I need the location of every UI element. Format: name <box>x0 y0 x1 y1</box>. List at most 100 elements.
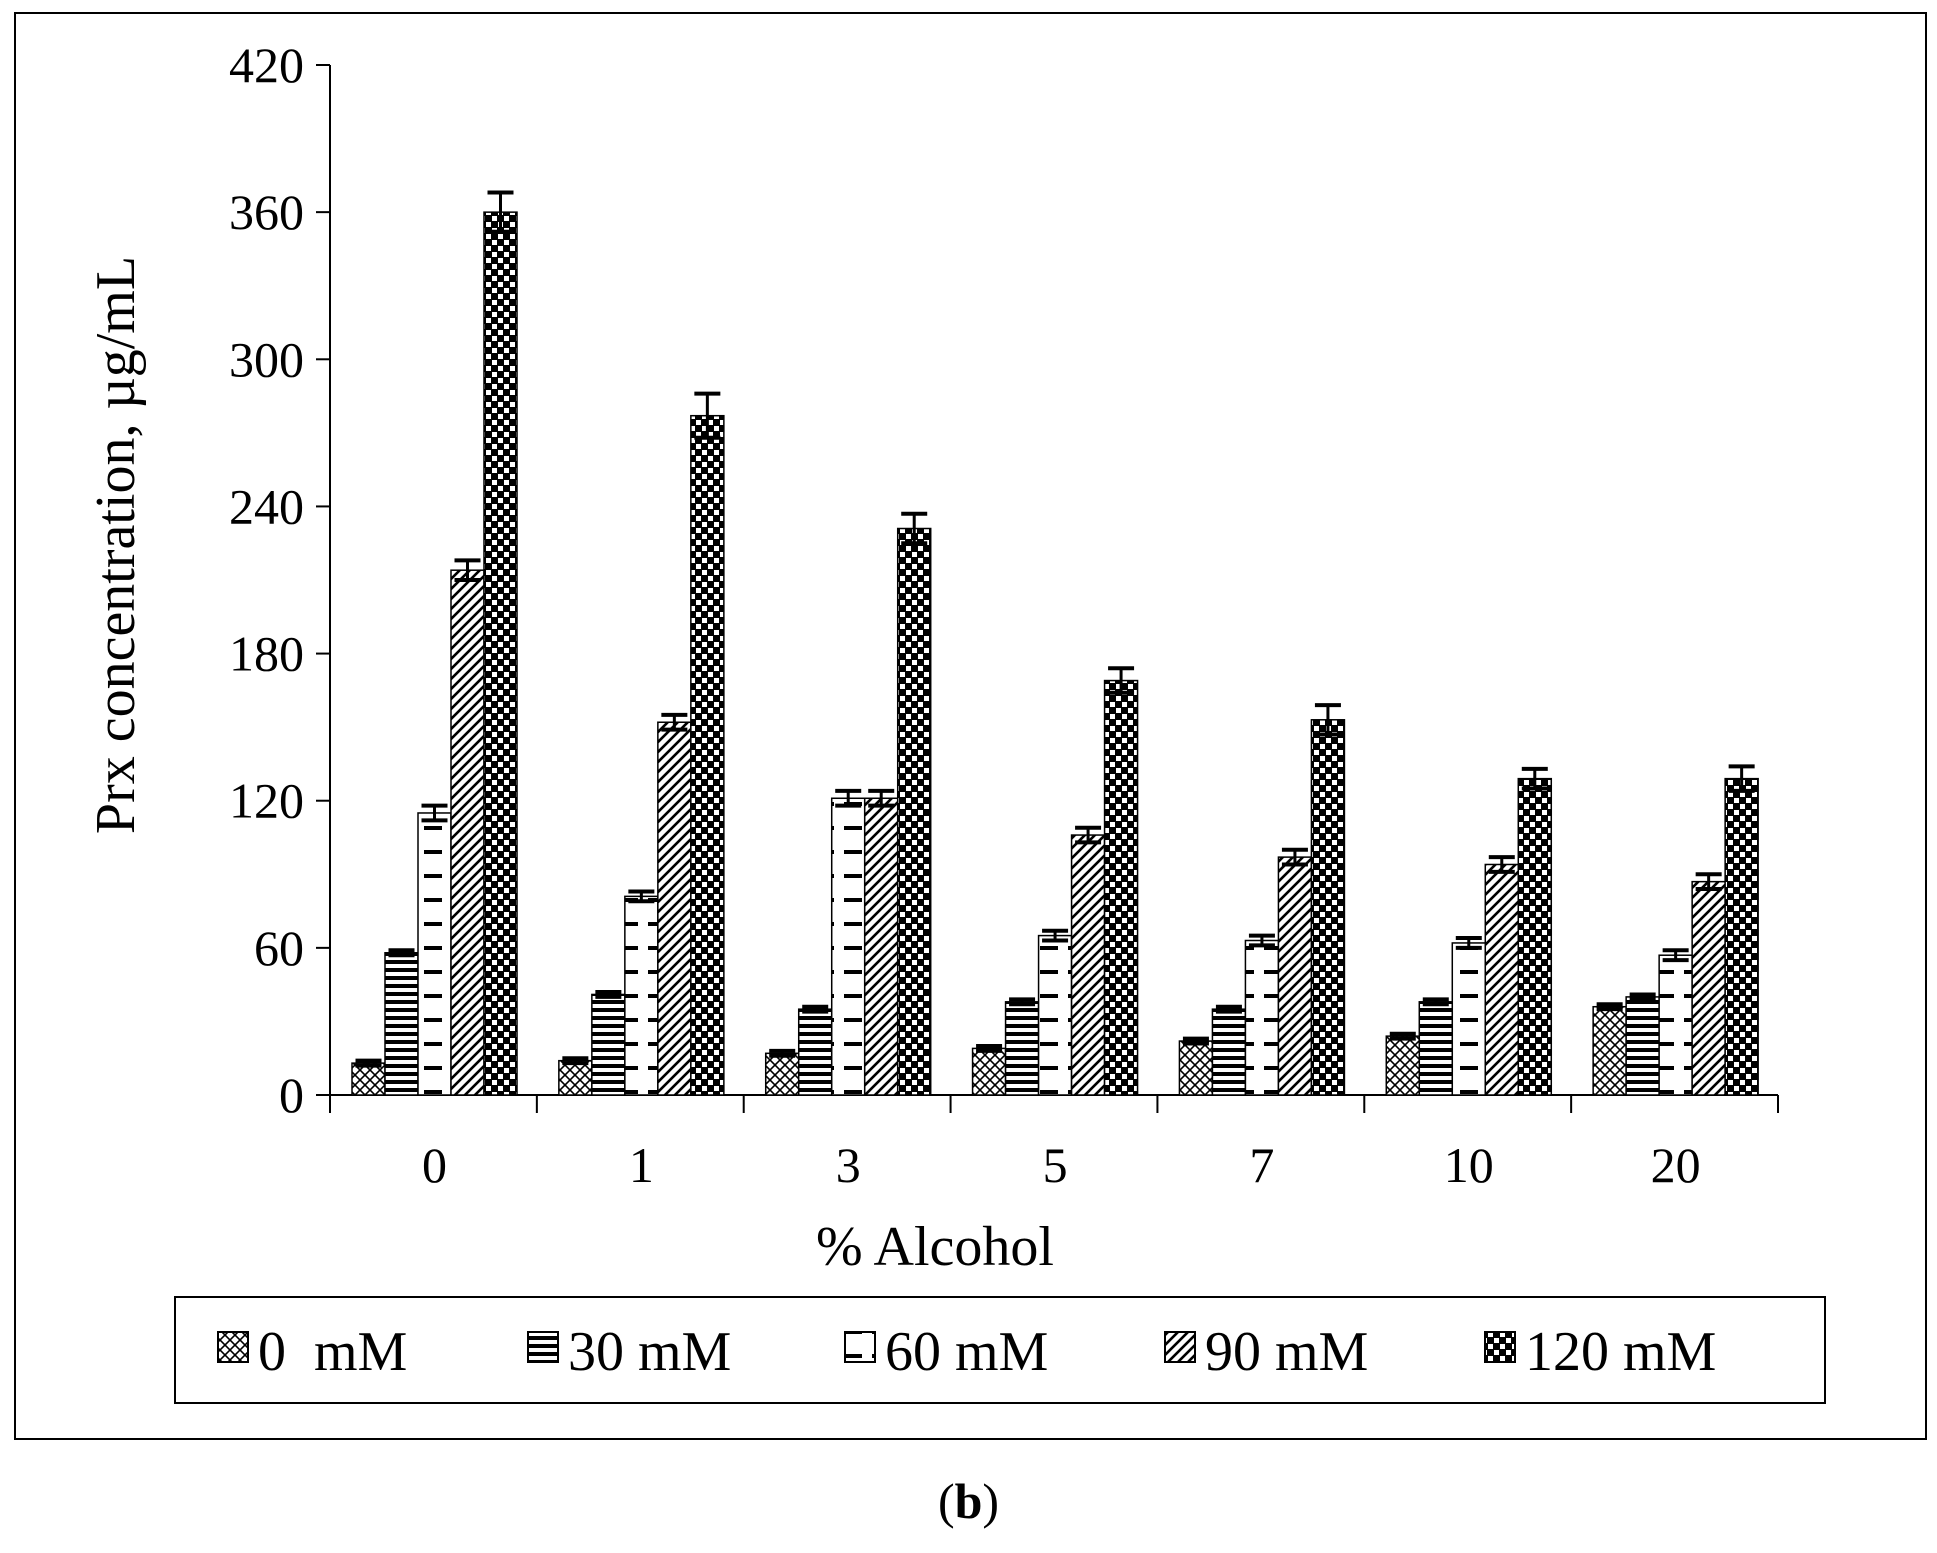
bar <box>764 1052 800 1096</box>
y-tick-labels: 0 60 120 180 240 300 360 420 <box>229 37 304 1123</box>
error-bar <box>1108 666 1135 695</box>
error-bar <box>1281 847 1308 867</box>
bar <box>1625 996 1660 1096</box>
bar <box>1418 1001 1454 1096</box>
y-tick-label: 120 <box>229 773 304 829</box>
bar <box>896 527 932 1096</box>
bar <box>1037 934 1073 1096</box>
error-bar <box>421 803 448 823</box>
x-axis-label: % Alcohol <box>816 1216 1054 1278</box>
legend-label: 0 mM <box>258 1321 407 1383</box>
y-tick-label: 180 <box>229 626 304 682</box>
bar <box>450 569 485 1096</box>
error-bar <box>1314 703 1341 737</box>
x-tick-label: 3 <box>836 1137 861 1193</box>
bar <box>863 797 899 1096</box>
caption-label: b <box>954 1473 983 1529</box>
legend-label: 120 mM <box>1525 1321 1716 1383</box>
error-bar <box>1042 928 1069 943</box>
bar <box>1592 1005 1627 1096</box>
error-bar <box>355 1058 382 1068</box>
legend-item: 120 mM <box>1484 1321 1716 1383</box>
bar <box>1178 1040 1214 1096</box>
error-bar <box>868 788 895 808</box>
error-bar <box>694 391 721 440</box>
bar <box>1070 834 1106 1096</box>
bar <box>591 993 626 1096</box>
legend: 0 mM 30 mM 60 mM 90 mM 120 mM <box>174 1296 1826 1404</box>
error-bar <box>487 190 514 234</box>
error-bar <box>1728 764 1755 793</box>
legend-item: 0 mM <box>217 1321 407 1383</box>
bar <box>690 414 725 1096</box>
x-tick-label: 0 <box>422 1137 447 1193</box>
error-bar <box>1662 948 1689 963</box>
legend-swatch <box>1164 1331 1196 1363</box>
legend-label: 30 mM <box>568 1321 731 1383</box>
error-bar <box>802 1004 829 1014</box>
error-bar <box>1521 766 1548 791</box>
error-bar <box>562 1056 589 1066</box>
error-bar <box>769 1048 796 1058</box>
figure-caption: (b) <box>0 1472 1937 1530</box>
legend-box <box>174 1296 1826 1404</box>
bar <box>971 1047 1007 1096</box>
bar <box>797 1008 833 1096</box>
legend-item: 90 mM <box>1164 1321 1368 1383</box>
legend-item: 60 mM <box>844 1321 1048 1383</box>
y-tick-label: 240 <box>229 478 304 534</box>
error-bar <box>661 712 688 732</box>
bar <box>1211 1008 1247 1096</box>
legend-swatch <box>527 1331 559 1363</box>
x-tick-label: 1 <box>629 1137 654 1193</box>
bar <box>1517 777 1553 1096</box>
x-tick-label: 7 <box>1249 1137 1274 1193</box>
error-bar <box>1009 997 1036 1007</box>
error-bar <box>628 889 655 904</box>
error-bar <box>1488 855 1515 874</box>
error-bar <box>1182 1036 1209 1046</box>
bar <box>624 895 659 1096</box>
legend-item: 30 mM <box>527 1321 731 1383</box>
bar <box>1277 856 1313 1096</box>
bar <box>483 211 518 1096</box>
bar-chart: 0 60 120 180 240 300 360 420 0 1 3 5 7 10 20 Prx conc… <box>85 37 1826 1404</box>
x-tick-label: 20 <box>1651 1137 1701 1193</box>
error-bar <box>595 990 622 999</box>
bar <box>417 812 452 1096</box>
bar <box>1004 1001 1040 1096</box>
bar <box>1658 954 1693 1096</box>
bar <box>384 952 419 1096</box>
x-tick-label: 5 <box>1043 1137 1068 1193</box>
error-bar <box>1629 992 1656 1002</box>
caption-close: ) <box>982 1473 1000 1529</box>
error-bar <box>976 1043 1003 1053</box>
y-tick-label: 420 <box>229 37 304 93</box>
legend-label: 90 mM <box>1205 1321 1368 1383</box>
x-tick-label: 10 <box>1444 1137 1494 1193</box>
bar <box>1385 1035 1421 1096</box>
y-tick-label: 300 <box>229 331 304 387</box>
bar <box>1244 939 1280 1096</box>
bar <box>1103 679 1139 1096</box>
bar <box>558 1059 593 1096</box>
bar <box>657 721 692 1096</box>
legend-swatch <box>217 1331 249 1363</box>
error-bar <box>901 511 928 546</box>
x-tick-labels: 0 1 3 5 7 10 20 <box>422 1137 1701 1193</box>
error-bar <box>1596 1002 1623 1012</box>
bar <box>830 797 866 1096</box>
y-tick-label: 360 <box>229 184 304 240</box>
bar <box>1691 880 1726 1096</box>
bar <box>351 1062 386 1096</box>
bar <box>1451 942 1487 1096</box>
legend-label: 60 mM <box>885 1321 1048 1383</box>
legend-swatch <box>844 1331 876 1363</box>
error-bar <box>388 948 415 958</box>
error-bar <box>1075 825 1102 845</box>
bar <box>1310 719 1346 1096</box>
bars <box>351 190 1759 1096</box>
error-bar <box>454 558 481 582</box>
caption-open: ( <box>937 1473 955 1529</box>
error-bar <box>1389 1031 1416 1041</box>
